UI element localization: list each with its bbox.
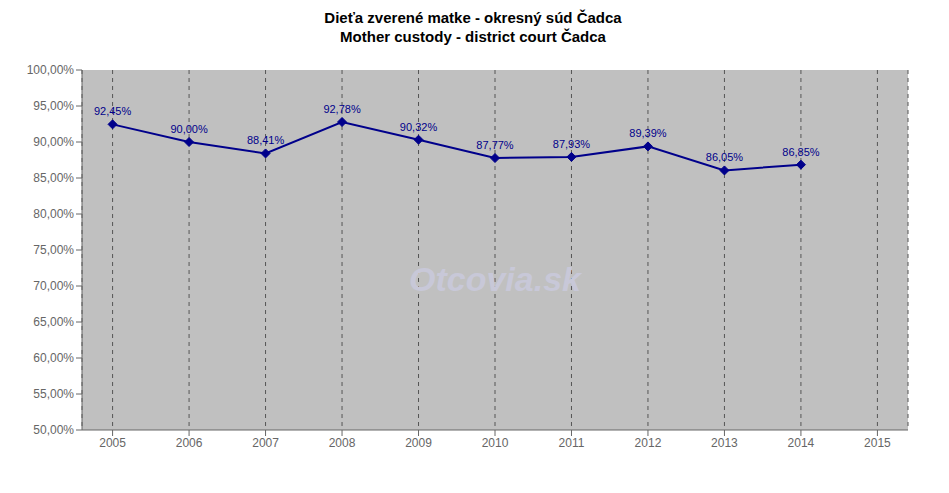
svg-text:85,00%: 85,00% xyxy=(33,171,74,185)
svg-text:90,00%: 90,00% xyxy=(33,135,74,149)
svg-text:2009: 2009 xyxy=(405,436,432,450)
svg-text:86,85%: 86,85% xyxy=(782,146,820,158)
svg-text:92,45%: 92,45% xyxy=(94,105,132,117)
html-text:Mother custody - district cour: Mother custody - district court Čadca xyxy=(340,28,606,45)
svg-text:100,00%: 100,00% xyxy=(27,63,75,77)
svg-text:70,00%: 70,00% xyxy=(33,279,74,293)
svg-text:60,00%: 60,00% xyxy=(33,351,74,365)
svg-text:55,00%: 55,00% xyxy=(33,387,74,401)
html-text:Otcovia.sk: Otcovia.sk xyxy=(409,259,581,298)
svg-text:89,39%: 89,39% xyxy=(629,127,667,139)
html-text:Dieťa zverené matke - okresný: Dieťa zverené matke - okresný súd Čadca xyxy=(324,9,622,26)
svg-text:2010: 2010 xyxy=(482,436,509,450)
svg-text:86,05%: 86,05% xyxy=(706,151,744,163)
svg-text:2011: 2011 xyxy=(559,436,585,450)
svg-text:65,00%: 65,00% xyxy=(33,315,74,329)
svg-text:50,00%: 50,00% xyxy=(33,423,74,437)
svg-text:88,41%: 88,41% xyxy=(247,134,285,146)
svg-text:95,00%: 95,00% xyxy=(33,99,74,113)
svg-text:2005: 2005 xyxy=(99,436,126,450)
svg-text:92,78%: 92,78% xyxy=(323,103,361,115)
svg-text:75,00%: 75,00% xyxy=(33,243,74,257)
svg-text:2008: 2008 xyxy=(329,436,356,450)
svg-text:2013: 2013 xyxy=(711,436,738,450)
svg-text:2014: 2014 xyxy=(788,436,815,450)
svg-text:2007: 2007 xyxy=(252,436,279,450)
svg-text:90,00%: 90,00% xyxy=(170,123,208,135)
svg-text:87,93%: 87,93% xyxy=(553,138,591,150)
svg-text:87,77%: 87,77% xyxy=(476,139,514,151)
svg-text:2012: 2012 xyxy=(635,436,662,450)
svg-text:90,32%: 90,32% xyxy=(400,121,438,133)
svg-text:2015: 2015 xyxy=(864,436,891,450)
svg-text:80,00%: 80,00% xyxy=(33,207,74,221)
svg-text:2006: 2006 xyxy=(176,436,203,450)
